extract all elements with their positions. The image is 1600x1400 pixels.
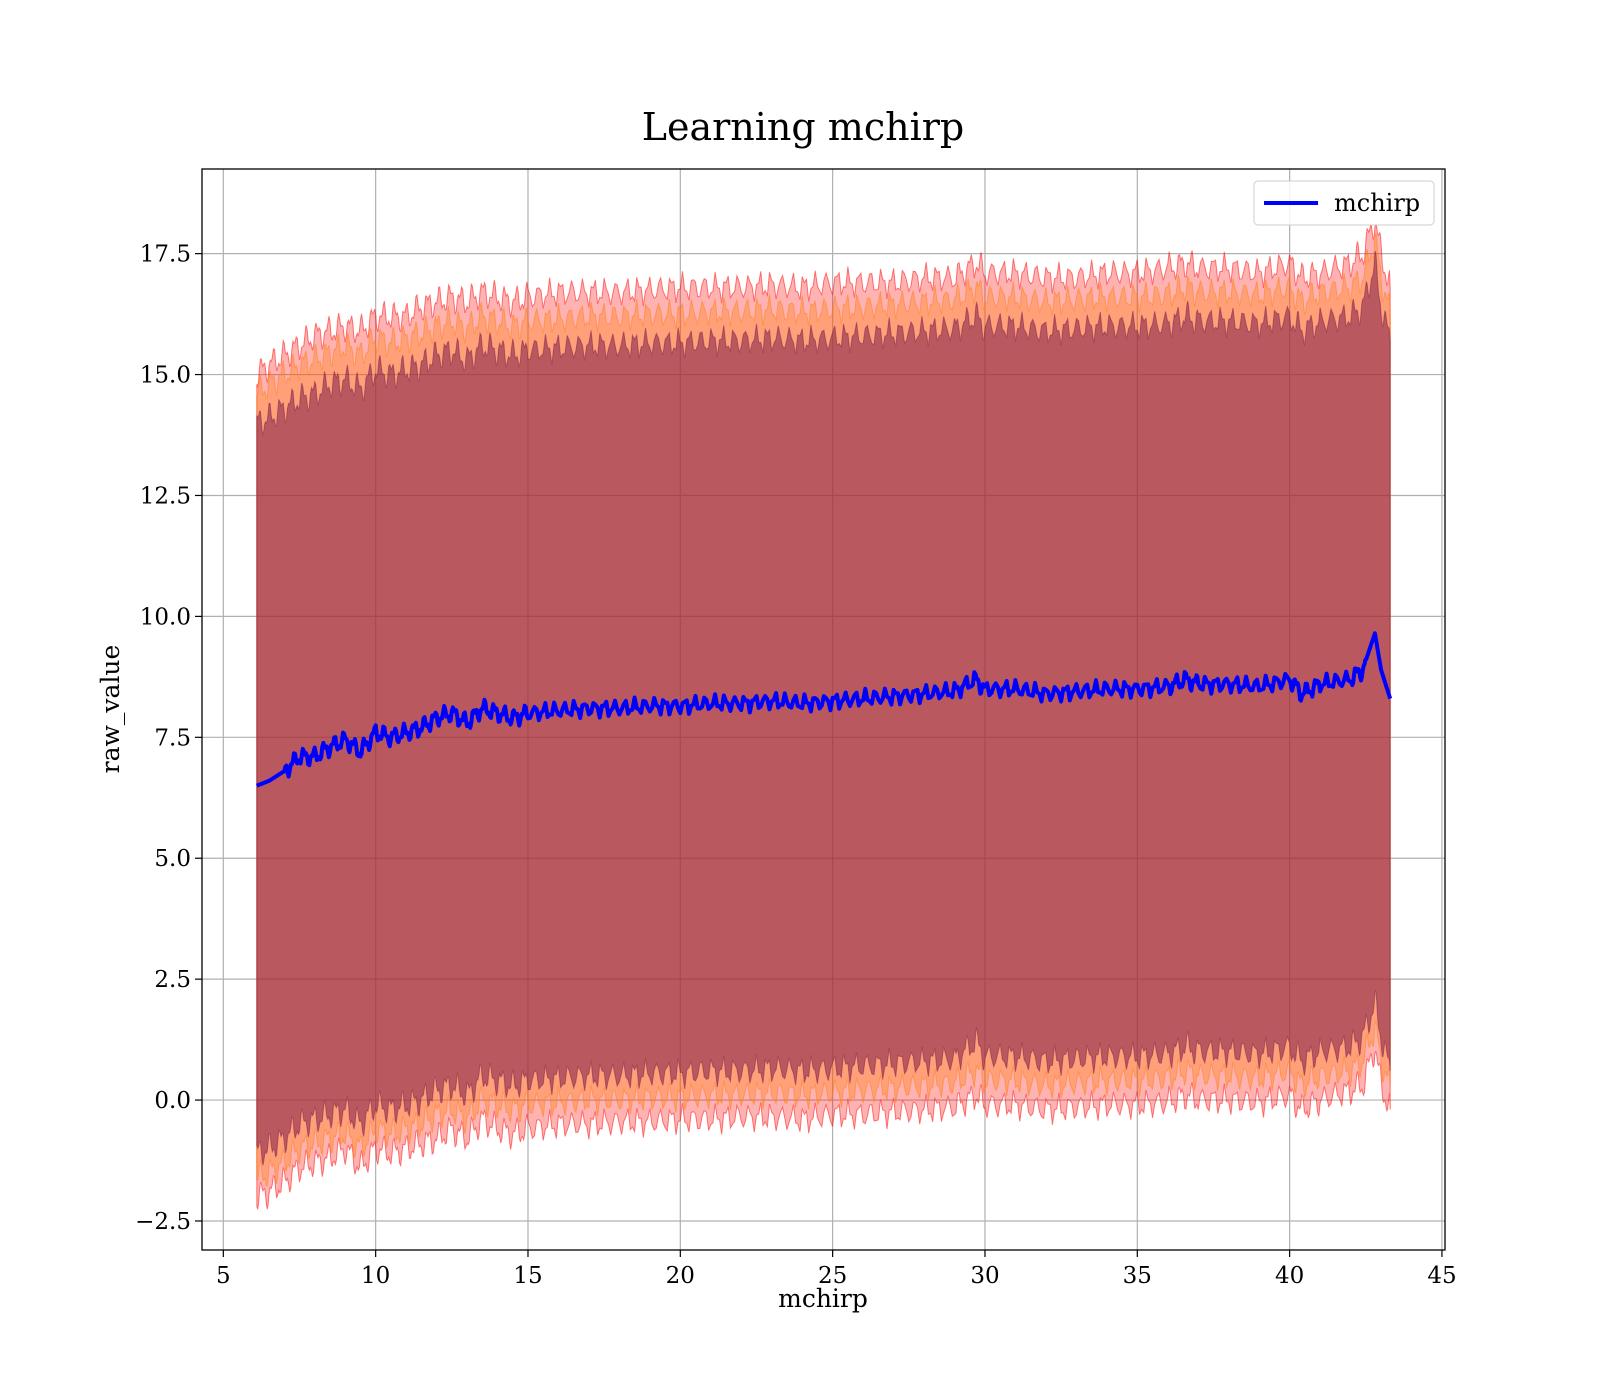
- y-tick-label: 7.5: [154, 725, 191, 751]
- x-tick-label: 20: [666, 1263, 695, 1289]
- plot-frame: [201, 168, 1446, 1251]
- x-tick-label: 45: [1427, 1263, 1456, 1289]
- band-2: [256, 250, 1391, 1166]
- y-tick-label: 5.0: [154, 846, 191, 872]
- x-tick-label: 30: [970, 1263, 999, 1289]
- legend-box: [1253, 180, 1435, 226]
- x-axis-ticks: 5 10 15 20 25 30 35 40 45: [216, 1250, 1457, 1289]
- legend-label-mchirp: mchirp: [1334, 189, 1420, 217]
- confidence-bands: [256, 222, 1391, 1210]
- y-axis-label: raw_value: [96, 645, 125, 774]
- y-tick-label: 0.0: [154, 1088, 191, 1114]
- x-tick-label: 5: [216, 1263, 231, 1289]
- x-axis-label: mchirp: [778, 1284, 868, 1313]
- x-tick-label: 10: [361, 1263, 390, 1289]
- y-tick-label: 17.5: [140, 242, 191, 268]
- y-tick-label: −2.5: [135, 1209, 191, 1235]
- legend: mchirp: [1253, 180, 1435, 226]
- y-tick-label: 10.0: [140, 604, 191, 630]
- x-tick-label: 40: [1275, 1263, 1304, 1289]
- chart-title: Learning mchirp: [642, 105, 964, 149]
- x-tick-label: 25: [818, 1263, 847, 1289]
- y-tick-label: 2.5: [154, 967, 191, 993]
- x-tick-label: 35: [1123, 1263, 1152, 1289]
- y-axis-ticks: −2.5 0.0 2.5 5.0 7.5 10.0 12.5 15.0 17.5: [135, 242, 202, 1235]
- x-tick-label: 15: [513, 1263, 542, 1289]
- y-tick-label: 12.5: [140, 483, 191, 509]
- series-line-0: [255, 631, 1393, 788]
- series-lines: [255, 631, 1393, 788]
- y-tick-label: 15.0: [140, 363, 191, 389]
